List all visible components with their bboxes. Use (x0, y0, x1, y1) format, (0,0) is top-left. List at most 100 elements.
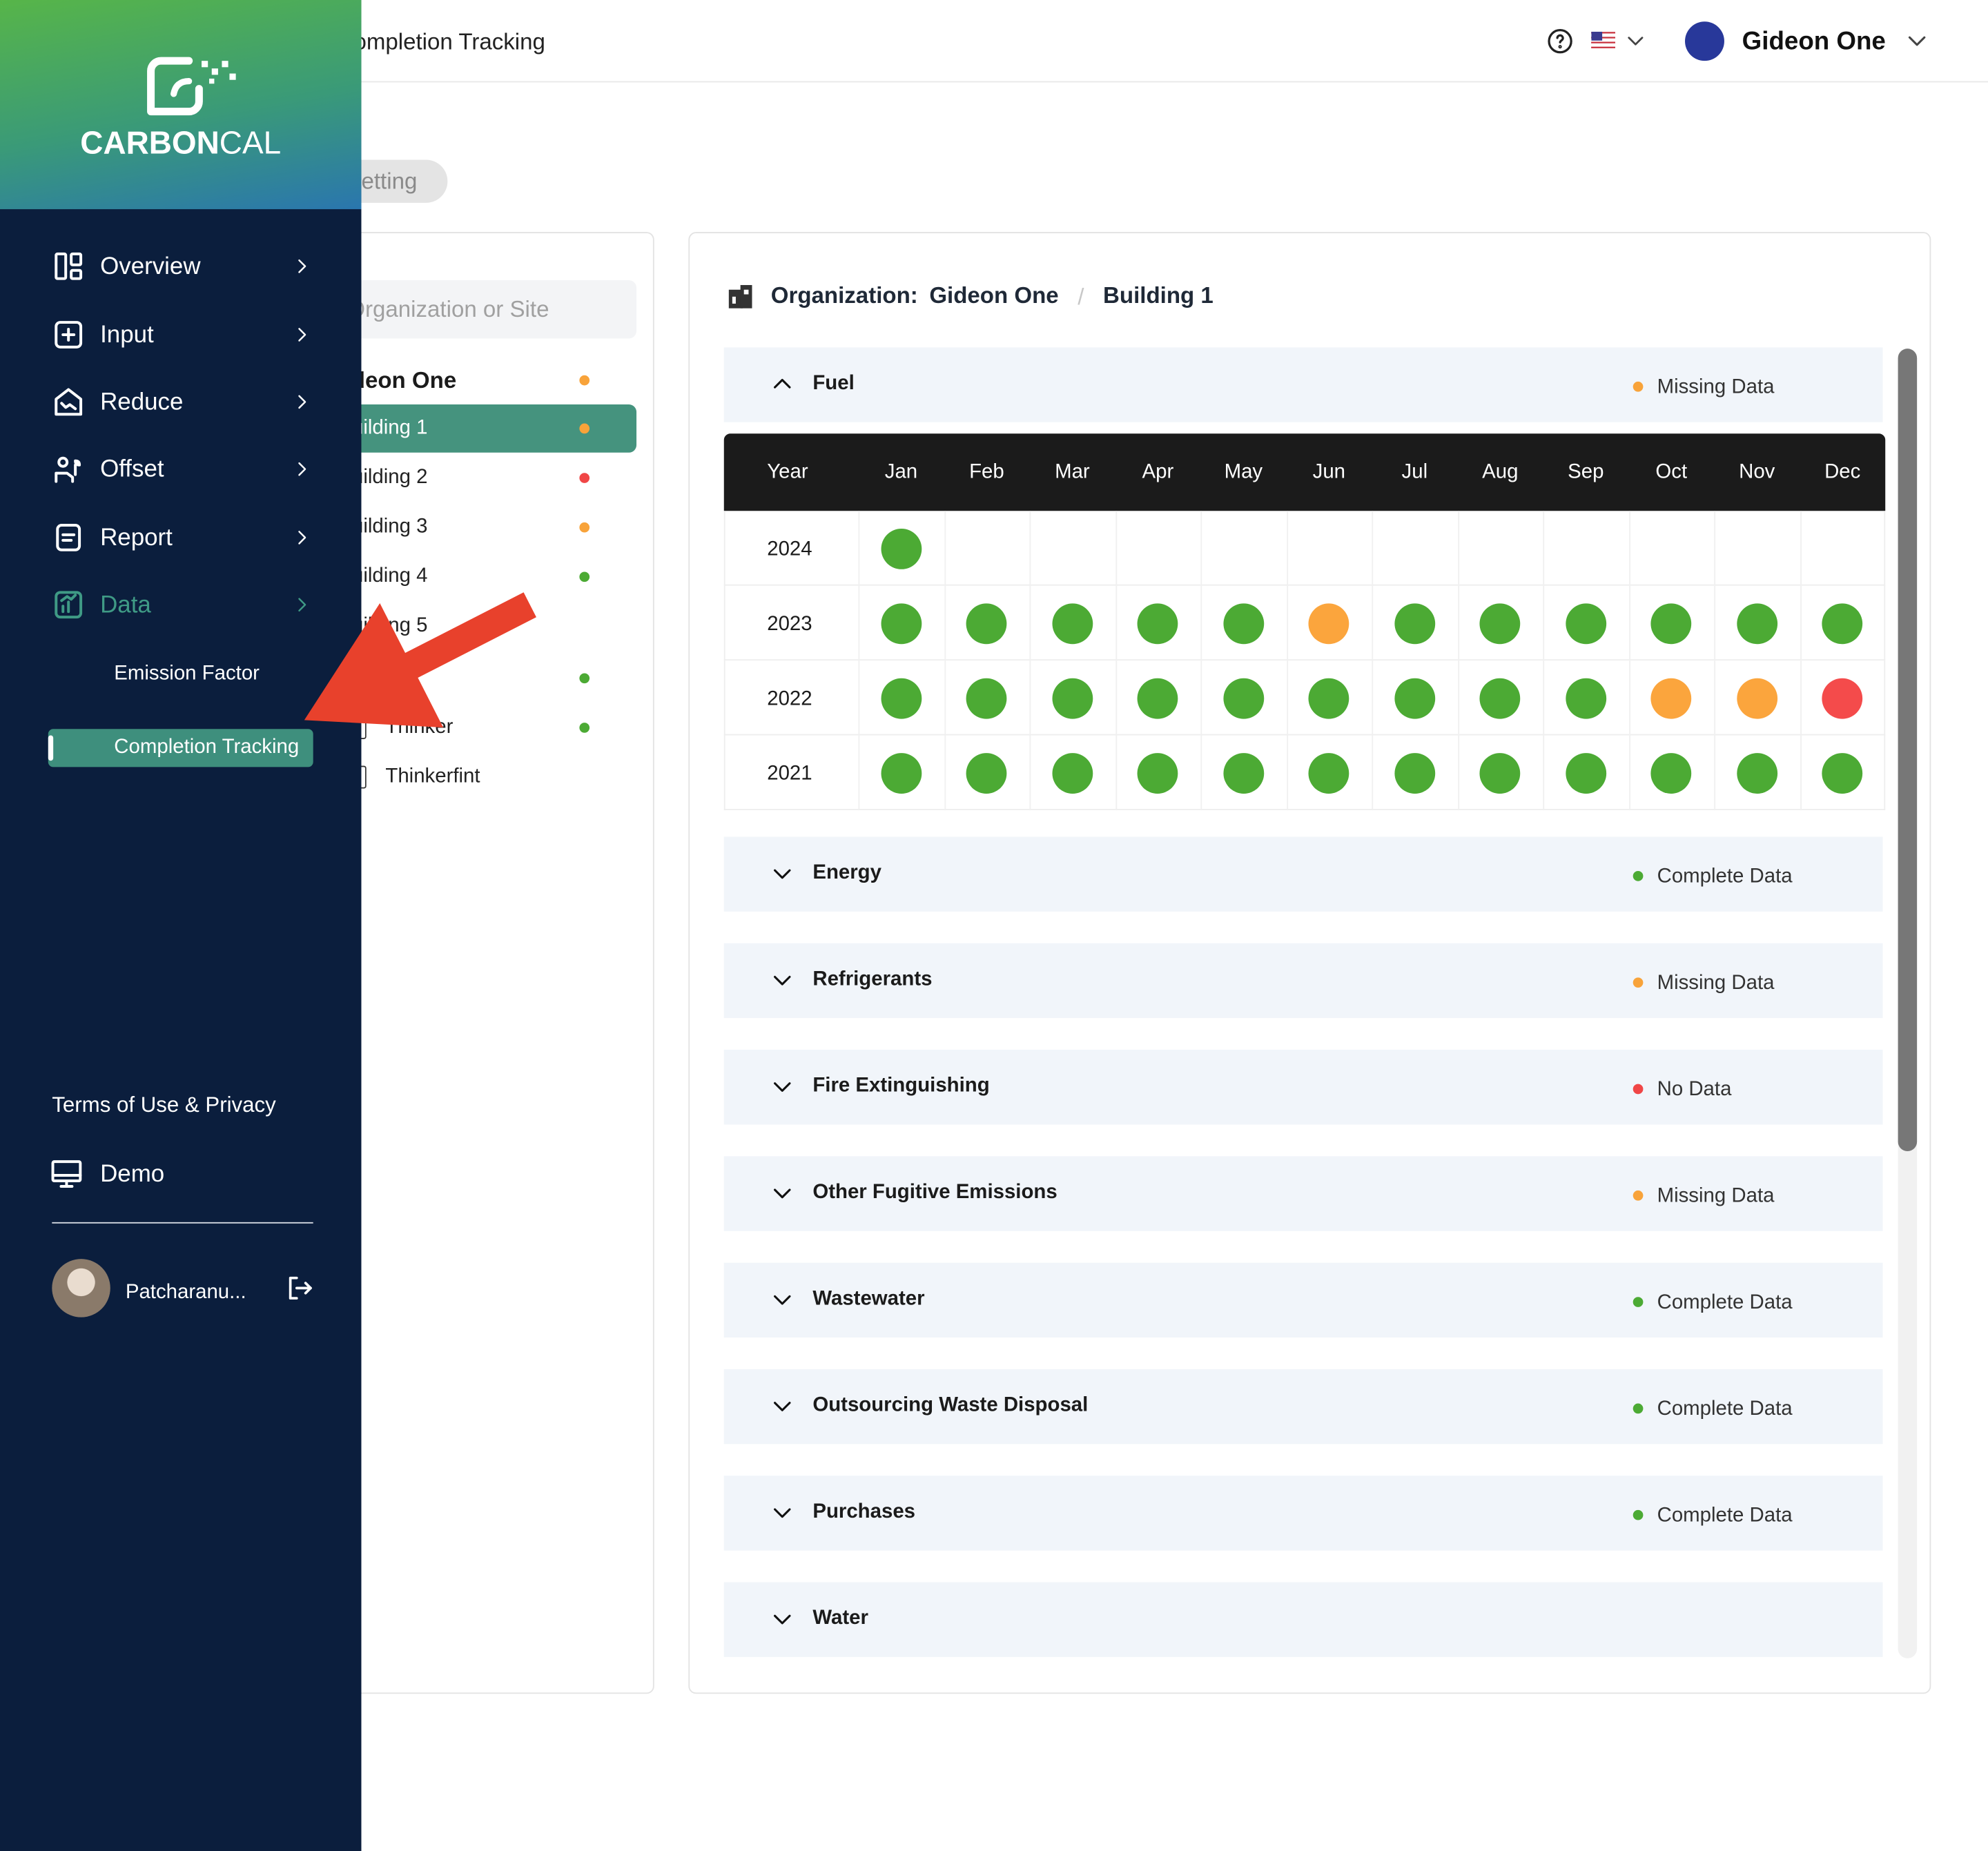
section-chevron (770, 1074, 795, 1099)
nav-item[interactable]: Report (100, 525, 173, 552)
section-header[interactable] (723, 1582, 1883, 1657)
month-header: Nov (1739, 461, 1775, 483)
section-header[interactable] (723, 1262, 1883, 1338)
section-status-dot (1633, 1297, 1644, 1307)
table-cell (1115, 585, 1200, 661)
status-dot (1565, 603, 1606, 644)
section-header[interactable] (723, 836, 1883, 912)
scrollbar-thumb[interactable] (1898, 349, 1918, 1151)
table-row (723, 660, 1886, 736)
status-dot (1650, 677, 1692, 718)
search-box[interactable] (327, 280, 637, 339)
section-title: Other Fugitive Emissions (812, 1182, 1058, 1204)
page-title: Completion Tracking (337, 29, 545, 55)
section-chevron (770, 371, 795, 397)
sidebar-divider (52, 1222, 313, 1224)
section-status: Missing Data (1657, 972, 1775, 995)
status-dot (966, 603, 1007, 644)
table-cell (1115, 511, 1200, 586)
table-cell (1543, 511, 1628, 586)
section-title: Water (812, 1607, 868, 1629)
nav-chevron (291, 324, 311, 344)
status-dot (1138, 603, 1178, 644)
site-status-dot (579, 423, 590, 434)
status-dot (881, 528, 922, 569)
month-header: Aug (1482, 461, 1519, 483)
section-chevron (770, 1606, 795, 1632)
month-header: Jul (1401, 461, 1428, 483)
month-header: Oct (1655, 461, 1688, 483)
status-dot (1222, 603, 1264, 644)
brand-bold: CARBON (80, 125, 220, 161)
table-cell (1029, 735, 1115, 810)
section-header[interactable] (723, 1156, 1883, 1231)
month-header: Apr (1142, 461, 1174, 483)
status-dot (1650, 752, 1692, 794)
demo-link[interactable]: Demo (100, 1161, 165, 1188)
section-status: Missing Data (1657, 1185, 1775, 1207)
section-title: Wastewater (812, 1288, 925, 1310)
section-status: Complete Data (1657, 1505, 1793, 1527)
status-dot (1394, 752, 1435, 794)
section-status-dot (1633, 1190, 1644, 1201)
nav-icon (52, 250, 85, 283)
breadcrumb-site[interactable]: Building 1 (1103, 282, 1214, 308)
language-chevron (1624, 29, 1647, 52)
nav-chevron (291, 595, 311, 615)
section-header[interactable] (723, 943, 1883, 1019)
table-cell (1200, 735, 1286, 810)
site-label: Thinker (385, 716, 454, 738)
table-cell (1200, 511, 1286, 586)
status-dot (1138, 752, 1178, 794)
section-title: Fuel (812, 373, 855, 395)
nav-item[interactable]: Data (100, 591, 151, 619)
month-header: May (1224, 461, 1263, 483)
section-status-dot (1633, 977, 1644, 988)
table-cell (1800, 660, 1885, 736)
month-header: Jan (884, 461, 918, 483)
section-status: Missing Data (1657, 376, 1775, 398)
status-dot (1565, 677, 1606, 718)
table-cell (1714, 660, 1800, 736)
terms-link[interactable]: Terms of Use & Privacy (52, 1093, 276, 1117)
nav-icon (52, 318, 85, 351)
table-cell (1200, 585, 1286, 661)
site-status-dot (579, 375, 590, 386)
status-dot (881, 603, 922, 644)
sub-nav-item[interactable]: Emission Factor (114, 663, 260, 685)
table-row (723, 735, 1886, 810)
breadcrumb-organization: Gideon One (929, 282, 1059, 308)
account-name: Gideon One (1742, 28, 1886, 56)
section-status: No Data (1657, 1079, 1732, 1101)
breadcrumb-separator: / (1078, 284, 1084, 310)
table-cell (1628, 660, 1714, 736)
table-cell (1115, 660, 1200, 736)
section-header[interactable] (723, 1050, 1883, 1125)
nav-item[interactable]: Input (100, 322, 154, 349)
section-header[interactable] (723, 1369, 1883, 1444)
section-status: Complete Data (1657, 1398, 1793, 1420)
site-label: Thinkerfint (385, 765, 480, 787)
demo-icon (50, 1157, 84, 1191)
nav-item[interactable]: Reduce (100, 389, 184, 416)
status-dot (1822, 677, 1863, 718)
section-header[interactable] (723, 1476, 1883, 1551)
nav-item[interactable]: Offset (100, 456, 164, 483)
status-dot (966, 677, 1007, 718)
sub-nav-item[interactable]: Completion Tracking (114, 736, 300, 758)
table-cell (1286, 660, 1372, 736)
table-cell (1543, 735, 1628, 810)
table-cell (1457, 735, 1543, 810)
nav-item[interactable]: Overview (100, 253, 201, 280)
account-avatar (1685, 21, 1724, 61)
year-label: 2022 (767, 688, 812, 710)
table-cell (1372, 585, 1457, 661)
table-cell (1286, 511, 1372, 586)
section-status: Complete Data (1657, 865, 1793, 888)
month-header: Feb (969, 461, 1004, 483)
status-dot (1138, 677, 1178, 718)
section-header[interactable] (723, 347, 1883, 422)
status-dot (1822, 752, 1863, 794)
status-dot (1822, 603, 1863, 644)
